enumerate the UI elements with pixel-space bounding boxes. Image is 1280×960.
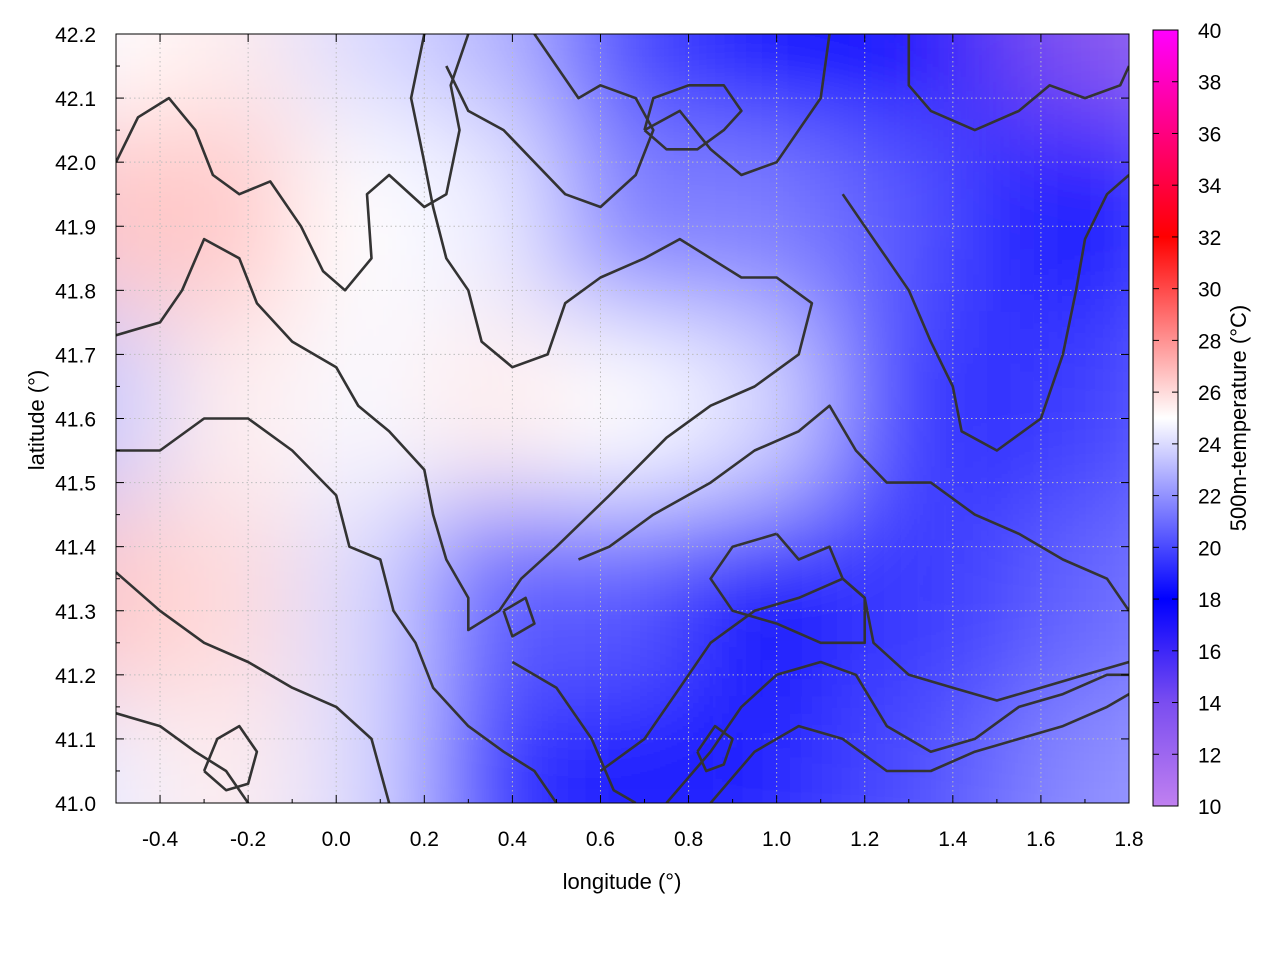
contour-line	[116, 571, 391, 803]
colorbar-tick-label: 32	[1198, 227, 1221, 250]
contour-line	[907, 34, 1129, 132]
contour-line	[511, 660, 637, 803]
contour-line	[116, 417, 558, 803]
colorbar-tick-label: 36	[1198, 123, 1221, 146]
y-tick-label: 41.6	[55, 409, 96, 432]
contour-line	[643, 34, 831, 177]
contour-line	[841, 174, 1129, 452]
y-tick-label: 41.0	[55, 793, 96, 816]
x-tick-label: 0.8	[674, 828, 703, 851]
y-tick-label: 41.1	[55, 729, 96, 752]
colorbar-tick-label: 20	[1198, 537, 1221, 560]
y-tick-labels: 41.0 41.1 41.2 41.3 41.4 41.5 41.6 41.7 41.8 41.9…	[55, 24, 96, 816]
contour-lines	[116, 34, 1129, 803]
colorbar-gradient	[1152, 29, 1179, 807]
colorbar-tick-label: 16	[1198, 641, 1221, 664]
contour-line	[116, 34, 814, 632]
colorbar-tick-label: 38	[1198, 72, 1221, 95]
plot-area	[115, 33, 1130, 804]
contour-line	[116, 712, 250, 803]
heatmap-field	[116, 34, 1129, 803]
x-tick-labels: -0.4 -0.2 0.0 0.2 0.4 0.6 0.8 1.0 1.2 1.4 1.6 1.8	[142, 828, 1144, 851]
y-tick-label: 41.3	[55, 601, 96, 624]
x-tick-label: 1.4	[938, 828, 968, 851]
contour-line	[578, 404, 1129, 612]
y-axis-label: latitude (°)	[24, 370, 49, 471]
colorbar-ticks	[1153, 29, 1178, 807]
y-tick-label: 41.4	[55, 537, 96, 560]
y-tick-label: 42.2	[55, 24, 96, 47]
colorbar-tick-label: 24	[1198, 434, 1222, 457]
colorbar-tick-label: 26	[1198, 382, 1221, 405]
y-tick-label: 41.5	[55, 473, 96, 496]
y-tick-label: 41.2	[55, 665, 96, 688]
y-tick-label: 41.9	[55, 216, 96, 239]
x-tick-label: -0.4	[142, 828, 179, 851]
colorbar-tick-label: 18	[1198, 589, 1221, 612]
x-tick-label: -0.2	[230, 828, 266, 851]
contour-line	[502, 596, 536, 638]
contour-line	[709, 692, 1129, 803]
contour-line	[665, 660, 1129, 803]
contour-line	[445, 34, 655, 209]
x-tick-label: 1.0	[762, 828, 791, 851]
x-tick-label: 1.8	[1114, 828, 1143, 851]
colorbar-tick-label: 30	[1198, 279, 1221, 302]
contour-line	[202, 724, 259, 792]
contour-line	[696, 724, 734, 773]
colorbar-tick-label: 34	[1198, 175, 1222, 198]
colorbar-tick-label: 40	[1198, 20, 1221, 43]
colorbar-tick-label: 28	[1198, 330, 1221, 353]
x-axis-label: longitude (°)	[563, 869, 682, 894]
x-tick-label: 1.2	[850, 828, 879, 851]
colorbar-tick-label: 22	[1198, 486, 1221, 509]
x-tick-label: 1.6	[1026, 828, 1055, 851]
colorbar-label: 500m-temperature (°C)	[1226, 305, 1251, 531]
colorbar-tick-labels: 10 12 14 16 18 20 22 24 26 28 30 32 34 36 38 40	[1198, 20, 1222, 819]
y-tick-label: 42.0	[55, 152, 96, 175]
contour-line	[643, 84, 743, 151]
y-tick-label: 41.8	[55, 280, 96, 303]
colorbar-tick-label: 14	[1198, 693, 1222, 716]
contour-line	[709, 532, 866, 645]
colorbar: 10 12 14 16 18 20 22 24 26 28 30 32 34 36 38 40 500m-te…	[1152, 20, 1251, 819]
x-tick-label: 0.6	[586, 828, 615, 851]
y-tick-label: 41.7	[55, 344, 96, 367]
colorbar-tick-label: 12	[1198, 744, 1221, 767]
x-tick-label: 0.0	[322, 828, 351, 851]
colorbar-tick-label: 10	[1198, 796, 1221, 819]
heatmap-cell	[1042, 696, 1129, 803]
x-tick-label: 0.4	[498, 828, 528, 851]
x-tick-label: 0.2	[410, 828, 439, 851]
contour-line	[116, 34, 470, 292]
axis-ticks	[116, 33, 1130, 804]
y-tick-label: 42.1	[55, 88, 96, 111]
